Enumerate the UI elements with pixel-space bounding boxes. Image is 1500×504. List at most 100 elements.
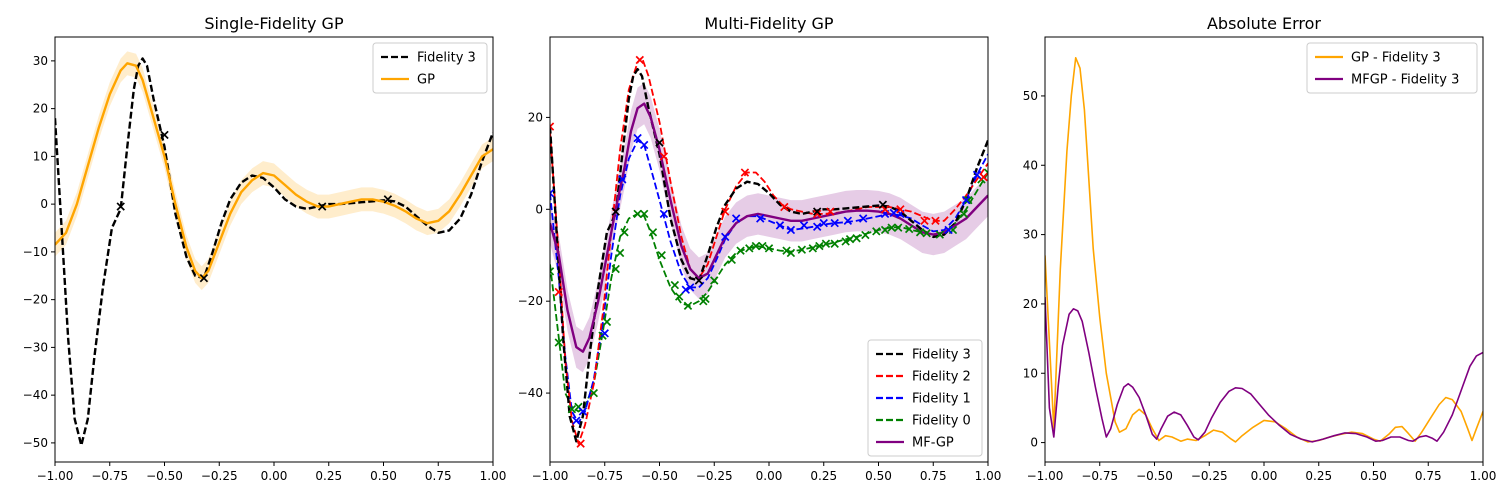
data-marker <box>681 285 690 294</box>
data-marker <box>841 237 850 246</box>
data-marker <box>745 244 754 253</box>
x-tick-label: −0.75 <box>1081 469 1118 483</box>
x-tick-label: −0.50 <box>641 469 678 483</box>
legend-label: Fidelity 2 <box>912 370 971 385</box>
data-marker <box>317 202 327 211</box>
data-marker <box>657 251 666 260</box>
data-marker <box>633 209 642 219</box>
data-marker <box>894 223 903 232</box>
data-marker <box>799 221 809 230</box>
y-tick-label: 20 <box>1023 297 1038 311</box>
data-marker <box>972 170 982 180</box>
x-tick-label: −1.00 <box>37 469 74 483</box>
data-marker <box>786 248 796 258</box>
data-marker <box>830 239 839 248</box>
x-tick-label: 0.50 <box>1360 469 1387 483</box>
x-tick-label: −0.25 <box>1191 469 1228 483</box>
x-tick-label: −0.25 <box>696 469 733 483</box>
data-marker <box>670 280 680 290</box>
data-marker <box>830 218 839 228</box>
legend-label: MF-GP <box>912 436 954 451</box>
data-marker <box>751 241 761 251</box>
data-marker <box>843 216 853 225</box>
data-marker <box>615 248 625 258</box>
data-marker <box>889 208 899 218</box>
data-marker <box>915 228 925 237</box>
x-tick-label: −0.50 <box>1136 469 1173 483</box>
series-line <box>550 56 988 445</box>
data-marker <box>826 207 835 216</box>
data-marker <box>655 138 664 147</box>
y-tick-label: 50 <box>1023 89 1038 103</box>
series-line <box>55 62 493 280</box>
data-marker <box>576 439 585 448</box>
data-marker <box>720 232 730 242</box>
y-tick-label: −50 <box>23 436 48 450</box>
data-marker <box>961 195 971 205</box>
data-marker <box>683 301 693 310</box>
data-marker <box>618 175 627 184</box>
legend-label: Fidelity 3 <box>912 348 971 363</box>
data-marker <box>878 200 888 209</box>
data-marker <box>383 195 393 204</box>
data-marker <box>904 224 914 234</box>
data-marker <box>720 207 730 216</box>
series-line <box>550 102 988 353</box>
data-marker <box>550 189 555 198</box>
y-tick-label: 30 <box>1023 228 1038 242</box>
data-marker <box>635 55 644 65</box>
data-marker <box>731 214 741 223</box>
y-tick-label: 40 <box>1023 158 1038 172</box>
data-marker <box>797 245 807 254</box>
data-marker <box>819 218 828 228</box>
x-tick-label: −0.25 <box>201 469 238 483</box>
data-marker <box>896 205 905 214</box>
data-marker <box>633 133 642 143</box>
data-marker <box>639 209 649 219</box>
data-marker <box>964 195 973 205</box>
y-tick-label: 10 <box>33 149 48 163</box>
legend-label: GP - Fidelity 3 <box>1351 51 1441 66</box>
x-tick-label: −0.75 <box>91 469 128 483</box>
data-marker <box>812 222 822 231</box>
data-marker <box>979 172 988 182</box>
data-marker <box>550 267 555 276</box>
series-line <box>55 57 493 447</box>
y-tick-label: −30 <box>23 340 48 354</box>
data-marker <box>758 241 767 251</box>
data-marker <box>685 283 695 292</box>
x-tick-label: 0.25 <box>810 469 837 483</box>
data-marker <box>611 207 620 216</box>
data-marker <box>821 239 831 248</box>
data-marker <box>620 228 629 237</box>
data-marker <box>808 244 818 253</box>
data-marker <box>815 241 824 251</box>
data-marker <box>639 140 649 150</box>
data-marker <box>675 292 684 301</box>
y-tick-label: 0 <box>535 202 543 216</box>
x-tick-label: −0.50 <box>146 469 183 483</box>
x-tick-label: −0.75 <box>586 469 623 483</box>
y-tick-label: −40 <box>23 388 48 402</box>
x-tick-label: 0.50 <box>865 469 892 483</box>
data-marker <box>578 407 588 416</box>
plot-area <box>55 51 493 447</box>
chart-title: Multi-Fidelity GP <box>704 14 833 33</box>
x-tick-label: 0.00 <box>1251 469 1278 483</box>
legend-label: GP <box>417 73 435 88</box>
data-marker <box>659 209 669 219</box>
data-marker <box>812 209 822 219</box>
data-marker <box>567 404 577 414</box>
data-marker <box>775 221 785 230</box>
y-tick-label: 20 <box>528 110 543 124</box>
plot-area <box>1045 56 1483 443</box>
data-marker <box>611 264 620 274</box>
x-tick-label: 0.25 <box>315 469 342 483</box>
legend-label: Fidelity 1 <box>912 392 971 407</box>
legend: GP - Fidelity 3 MFGP - Fidelity 3 <box>1306 42 1478 94</box>
legend: Fidelity 3 GP <box>372 42 488 94</box>
data-marker <box>764 244 774 253</box>
data-marker <box>858 214 868 223</box>
data-marker <box>710 276 719 285</box>
